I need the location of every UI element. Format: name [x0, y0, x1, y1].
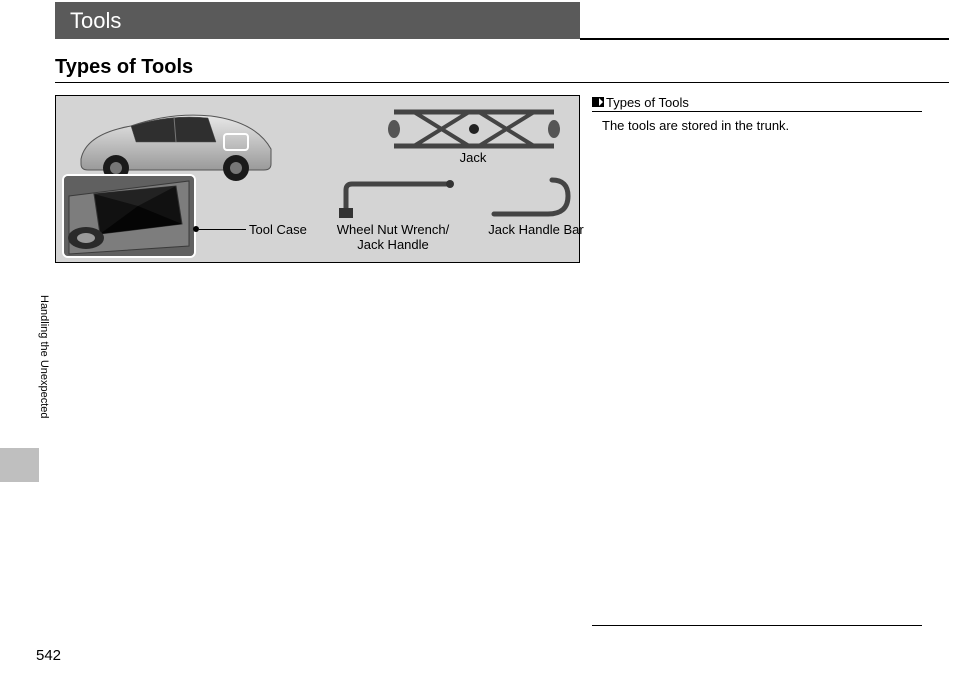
- margin-note-bottom-rule: [592, 625, 922, 626]
- section-title: Tools: [70, 8, 121, 33]
- margin-marker-icon: [592, 97, 604, 107]
- jack-handle-bar-illustration: [488, 174, 578, 218]
- trunk-inset: [62, 174, 196, 258]
- margin-note-title-row: Types of Tools: [592, 95, 922, 112]
- label-jack-handle-bar: Jack Handle Bar: [476, 223, 596, 238]
- label-wheel-nut-wrench: Wheel Nut Wrench/ Jack Handle: [328, 223, 458, 253]
- sub-heading: Types of Tools: [55, 56, 949, 83]
- margin-note: Types of Tools The tools are stored in t…: [592, 95, 922, 133]
- chapter-tab-label: Handling the Unexpected: [36, 295, 50, 419]
- margin-note-title: Types of Tools: [606, 95, 689, 110]
- jack-illustration: [384, 108, 564, 150]
- wheel-nut-wrench-illustration: [336, 178, 456, 218]
- page-number: 542: [36, 647, 61, 664]
- tools-diagram: Jack Tool Case Wheel Nut Wrench/ Jack Ha…: [55, 95, 580, 263]
- margin-note-body: The tools are stored in the trunk.: [592, 112, 922, 133]
- vehicle-illustration: [76, 104, 276, 184]
- leader-line: [199, 229, 246, 230]
- chapter-tab-block: [0, 448, 39, 482]
- section-header-bar: Tools: [55, 2, 580, 39]
- section-header-rule: [580, 38, 949, 40]
- label-jack: Jack: [443, 151, 503, 166]
- label-tool-case: Tool Case: [249, 223, 329, 238]
